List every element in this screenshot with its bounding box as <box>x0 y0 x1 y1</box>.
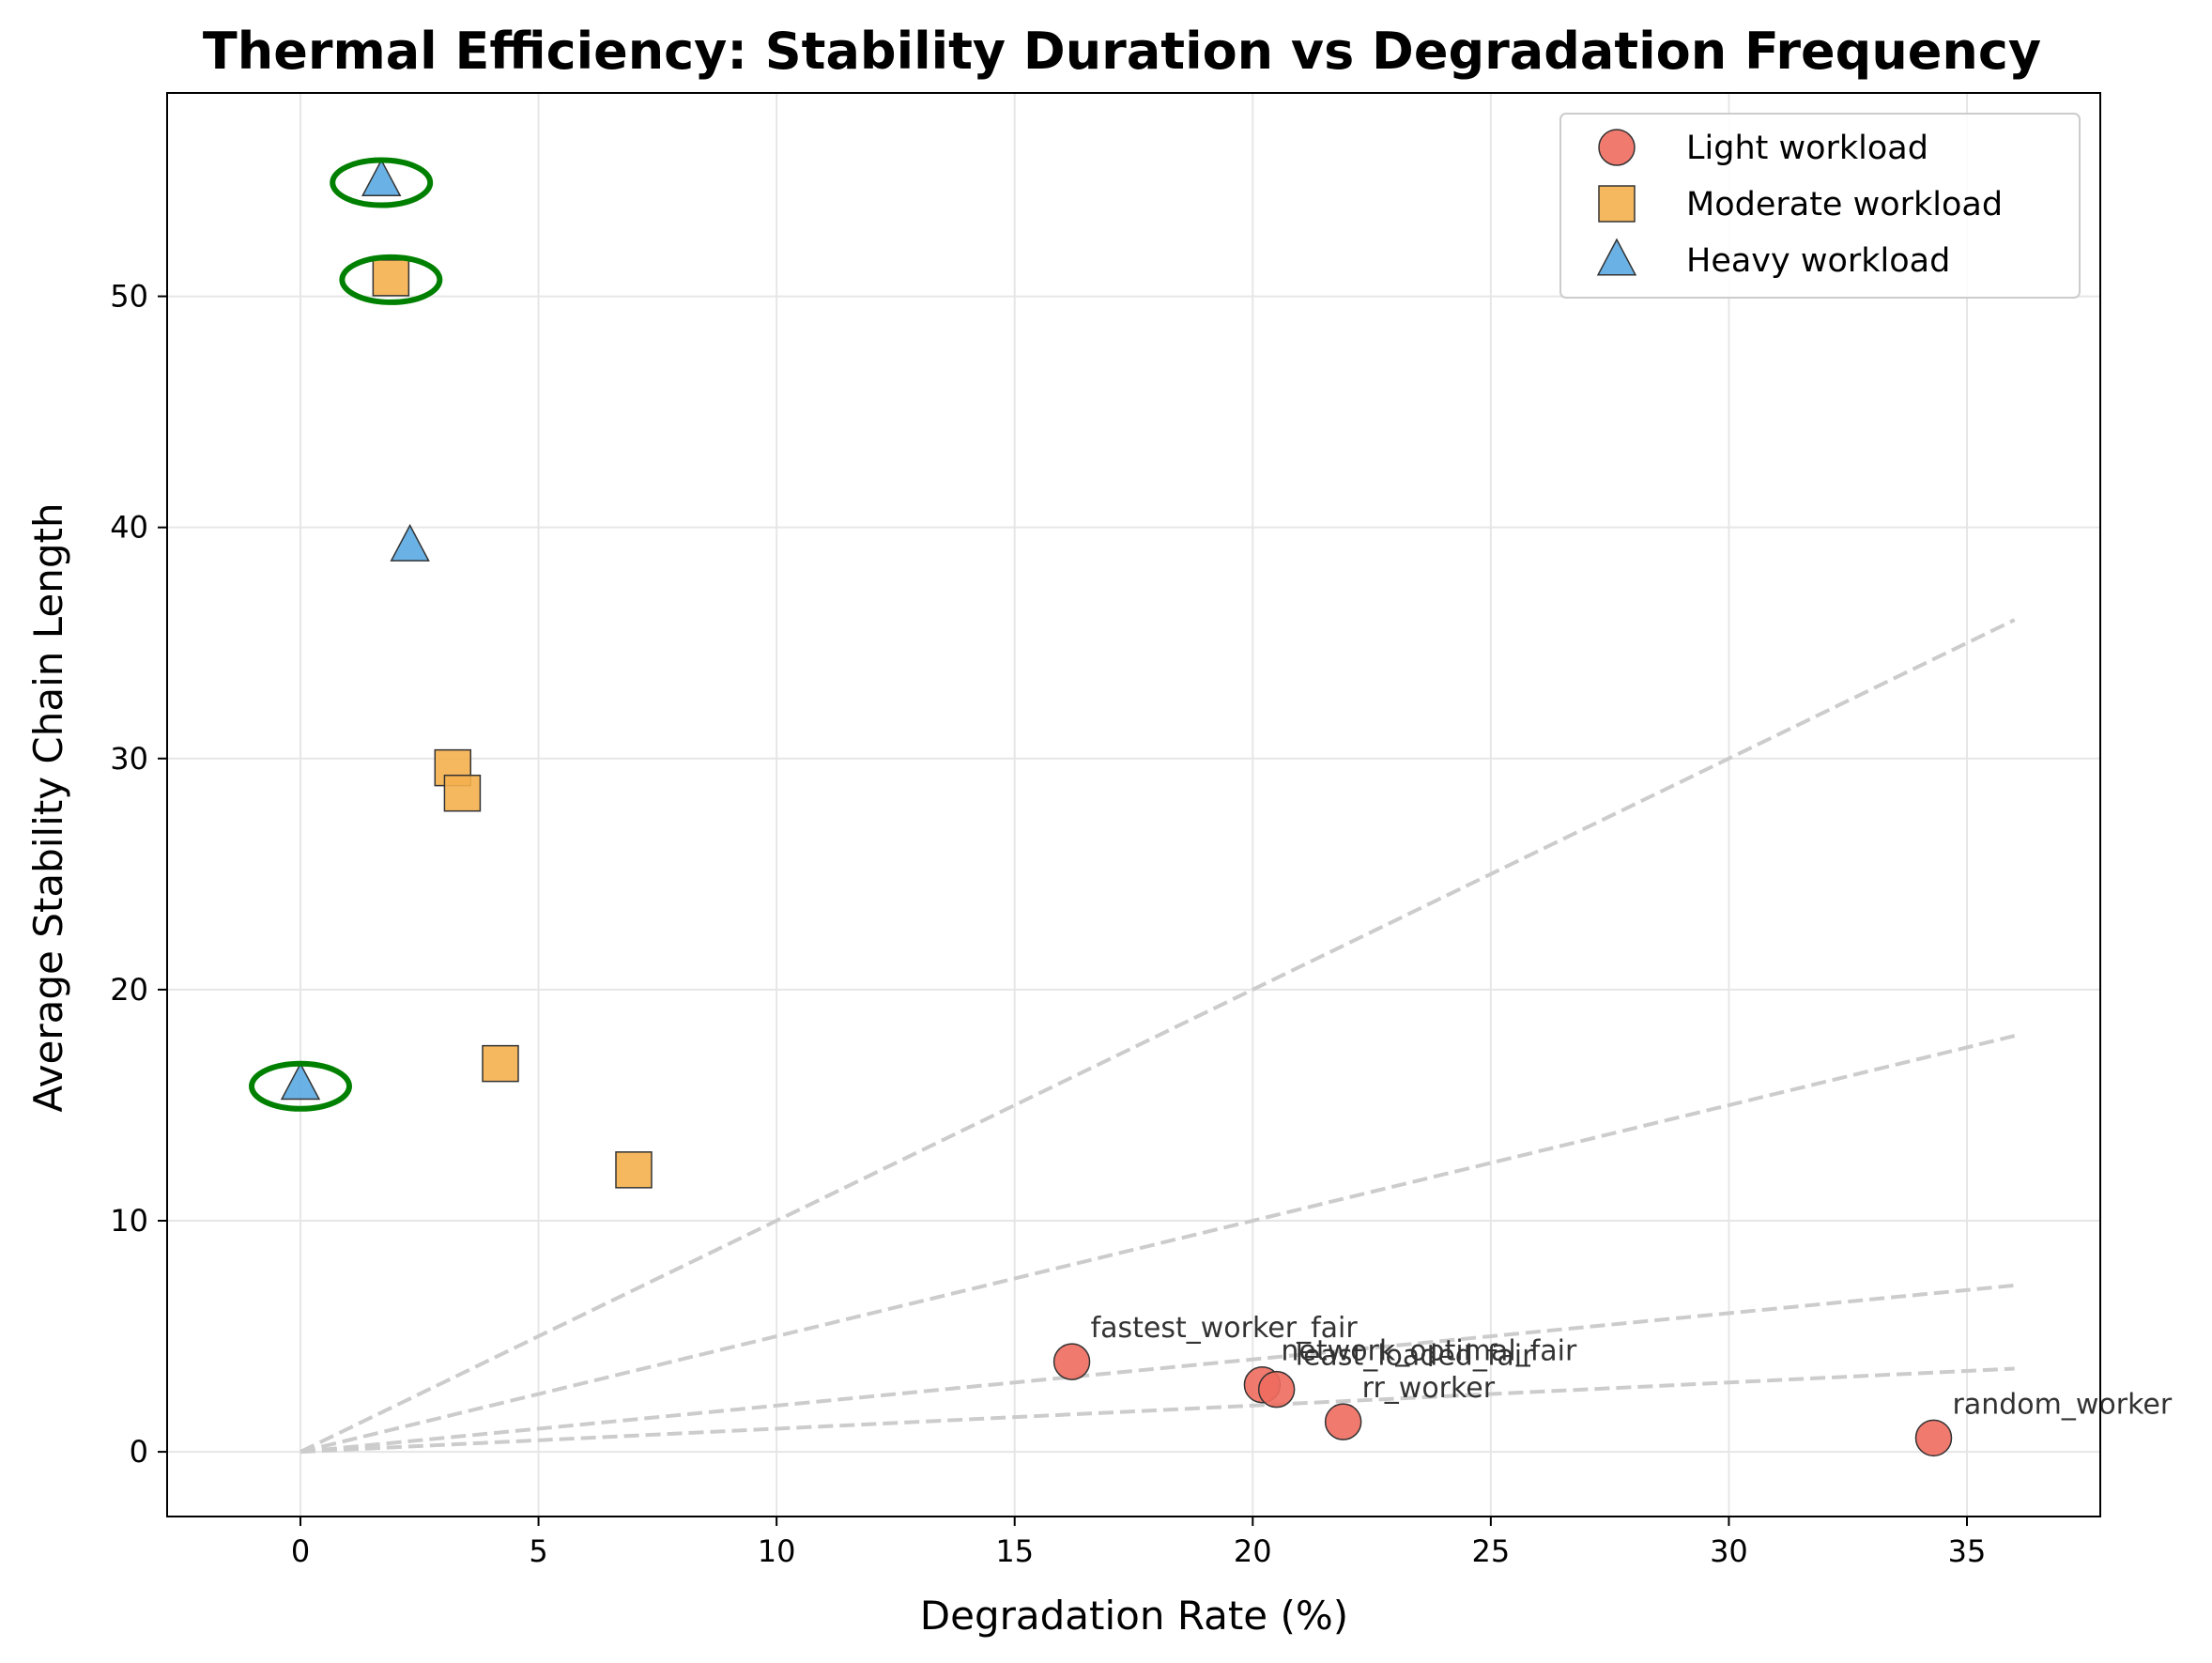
axis-ticks: 0 5 10 15 20 25 30 35 0 10 20 30 40 50 <box>110 279 1986 1569</box>
chart-title: Thermal Efficiency: Stability Duration v… <box>203 22 2041 81</box>
light-workload-point <box>1257 1370 1296 1409</box>
legend-marker-light-workload <box>1598 129 1636 166</box>
heavy-workload-point <box>280 1062 321 1101</box>
x-tick-label: 5 <box>529 1533 547 1569</box>
legend-label-moderate-workload: Moderate workload <box>1686 186 2003 223</box>
y-tick-label: 20 <box>110 972 148 1008</box>
reference-line <box>300 1366 2015 1455</box>
point-label: rr_worker <box>1362 1372 1496 1405</box>
x-tick-label: 10 <box>758 1533 796 1569</box>
highlight-ring <box>339 254 443 305</box>
y-tick-label: 0 <box>130 1434 148 1470</box>
highlight-rings <box>249 157 443 1112</box>
heavy-workload-point <box>361 159 402 197</box>
reference-line <box>300 1283 2015 1455</box>
point-annotations: fastest_worker_fairnetwork_optimal_fairl… <box>1091 1312 2173 1421</box>
light-workload-point <box>1914 1419 1953 1457</box>
legend-label-heavy-workload: Heavy workload <box>1686 242 1950 280</box>
moderate-workload-point <box>372 259 410 297</box>
highlight-ring <box>249 1060 352 1112</box>
y-tick-label: 10 <box>110 1203 148 1239</box>
y-tick-label: 50 <box>110 279 148 315</box>
x-tick-label: 35 <box>1948 1533 1987 1569</box>
highlight-ring <box>330 157 434 208</box>
legend-marker-heavy-workload <box>1596 238 1637 276</box>
data-points <box>280 159 1953 1457</box>
x-tick-label: 25 <box>1471 1533 1510 1569</box>
x-tick-label: 20 <box>1234 1533 1272 1569</box>
heavy-workload-point <box>390 523 430 562</box>
x-tick-label: 30 <box>1710 1533 1748 1569</box>
point-label: network_optimal_fair <box>1281 1335 1577 1368</box>
legend-label-light-workload: Light workload <box>1686 130 1928 167</box>
reference-lines <box>300 618 2016 1455</box>
plot-frame <box>166 92 2101 1517</box>
light-workload-point <box>1324 1403 1362 1440</box>
legend: Light workload Moderate workload Heavy wor… <box>1559 113 2081 299</box>
x-axis-label: Degradation Rate (%) <box>920 1593 1348 1639</box>
moderate-workload-point <box>482 1044 519 1083</box>
reference-line <box>300 1034 2016 1455</box>
legend-marker-moderate-workload <box>1598 185 1636 223</box>
y-tick-label: 40 <box>110 510 148 546</box>
point-label: fastest_worker_fair <box>1091 1312 1359 1345</box>
point-label: random_worker <box>1953 1388 2173 1421</box>
y-tick-label: 30 <box>110 741 148 777</box>
light-workload-point <box>1052 1343 1091 1380</box>
point-label: least_loaded_fair <box>1296 1340 1534 1373</box>
reference-line <box>300 618 2016 1454</box>
legend-box <box>1559 113 2081 299</box>
x-tick-label: 15 <box>995 1533 1034 1569</box>
x-tick-label: 0 <box>291 1533 310 1569</box>
moderate-workload-point <box>443 774 482 812</box>
y-axis-label: Average Stability Chain Length <box>25 502 71 1112</box>
moderate-workload-point <box>615 1151 653 1189</box>
